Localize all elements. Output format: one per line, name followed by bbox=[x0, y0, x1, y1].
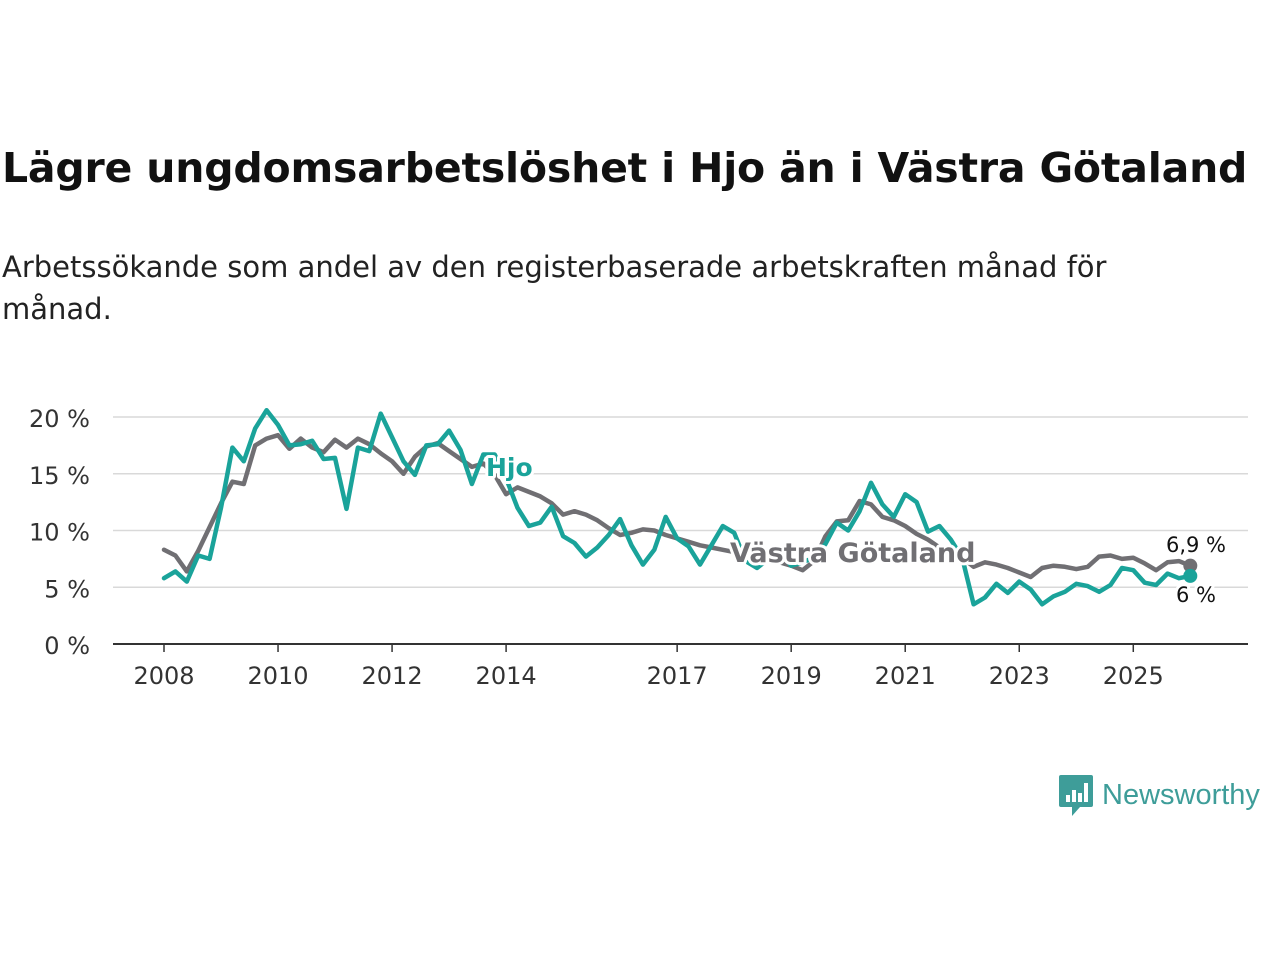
x-tick-label: 2025 bbox=[1103, 662, 1164, 690]
x-tick-label: 2010 bbox=[247, 662, 308, 690]
x-tick-label: 2012 bbox=[362, 662, 423, 690]
series-label-hjo: Hjo bbox=[486, 453, 533, 482]
y-axis: 0 % 5 % 10 % 15 % 20 % bbox=[29, 405, 90, 660]
end-marker-hjo bbox=[1183, 568, 1198, 583]
series-labels: 6,9 % 6 % Hjo Västra Götaland bbox=[483, 450, 1229, 610]
end-value-label-vastra: 6,9 % bbox=[1166, 533, 1226, 557]
y-tick-label: 5 % bbox=[44, 575, 90, 603]
newsworthy-brand: Newsworthy bbox=[1058, 773, 1260, 817]
x-tick-label: 2023 bbox=[989, 662, 1050, 690]
end-value-label-hjo: 6 % bbox=[1176, 583, 1216, 607]
x-tick-label: 2017 bbox=[647, 662, 708, 690]
grid-lines bbox=[113, 416, 1248, 588]
brand-name: Newsworthy bbox=[1102, 778, 1260, 811]
y-tick-label: 20 % bbox=[29, 405, 90, 433]
end-marker-vastra bbox=[1183, 558, 1198, 573]
newsworthy-logo-icon bbox=[1059, 775, 1093, 816]
y-tick-label: 10 % bbox=[29, 519, 90, 547]
x-tick-label: 2014 bbox=[476, 662, 537, 690]
chart-title: Lägre ungdomsarbetslöshet i Hjo än i Väs… bbox=[2, 144, 1248, 192]
series-line-v-stra-g-taland bbox=[161, 432, 1193, 580]
line-chart: 0 %5 %10 %15 %20 % 2008 2010 2012 2014 2017 2… bbox=[29, 405, 1248, 690]
x-tick-label: 2021 bbox=[875, 662, 936, 690]
chart-subtitle: Arbetssökande som andel av den registerb… bbox=[2, 250, 1107, 326]
x-tick-label: 2008 bbox=[133, 662, 194, 690]
series-lines bbox=[161, 407, 1193, 607]
y-tick-label: 0 % bbox=[44, 632, 90, 660]
series-v-stra-g-taland bbox=[161, 432, 1193, 580]
x-axis: 2008 2010 2012 2014 2017 2019 2021 2023 2025 bbox=[113, 643, 1248, 690]
series-hjo bbox=[161, 407, 1193, 607]
y-tick-label: 15 % bbox=[29, 462, 90, 490]
x-tick-label: 2019 bbox=[761, 662, 822, 690]
series-label-vastra: Västra Götaland bbox=[730, 538, 975, 569]
series-line-hjo bbox=[161, 407, 1193, 607]
